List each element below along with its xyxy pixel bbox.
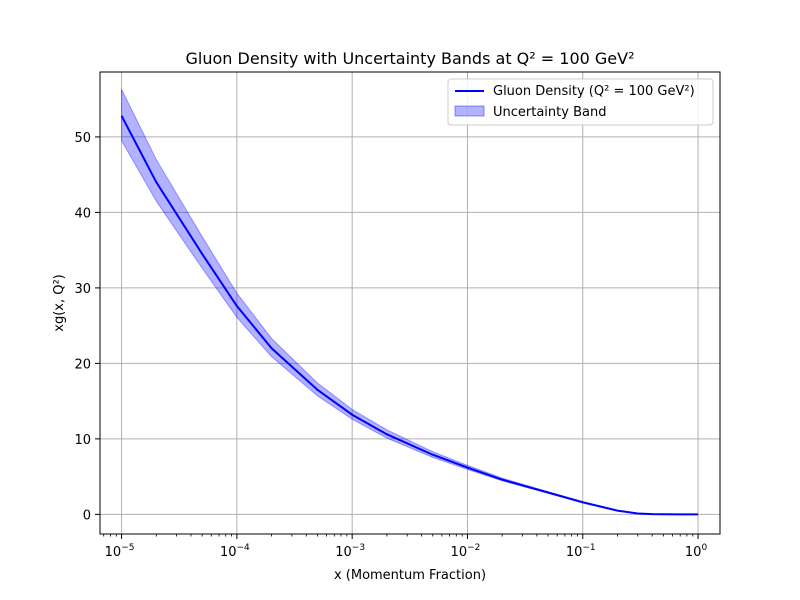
plot-frame [99,71,721,535]
y-axis-label: xg(x, Q²) [52,274,67,332]
legend-band-swatch [454,105,485,117]
gluon-density-line-layer [120,115,699,516]
y-tick-label: 30 [74,282,91,297]
gluon-density-line [120,115,699,516]
y-tick-label: 50 [74,131,91,146]
y-tick-label: 10 [74,433,91,448]
x-tick-label: 10−2 [451,543,481,560]
x-axis-ticks: 10−5 10−4 10−3 10−2 10−1 100 [103,534,708,560]
legend: Gluon Density (Q² = 100 GeV²) Uncertaint… [447,78,714,126]
grid [100,72,720,534]
x-tick-label: 10−5 [105,543,135,560]
y-axis-ticks: 0 10 20 30 40 50 [74,131,100,523]
legend-label-gluon-density: Gluon Density (Q² = 100 GeV²) [493,84,695,99]
legend-box [447,78,714,126]
x-tick-label: 10−1 [566,543,596,560]
x-tick-label: 10−4 [220,543,250,560]
y-tick-label: 40 [74,206,91,221]
y-tick-label: 0 [83,508,91,523]
legend-label-uncertainty-band: Uncertainty Band [493,105,606,120]
chart-title: Gluon Density with Uncertainty Bands at … [186,49,635,68]
y-tick-label: 20 [74,357,91,372]
x-axis-label: x (Momentum Fraction) [334,568,486,583]
x-tick-label: 10−3 [335,543,365,560]
x-tick-label: 100 [685,543,708,560]
